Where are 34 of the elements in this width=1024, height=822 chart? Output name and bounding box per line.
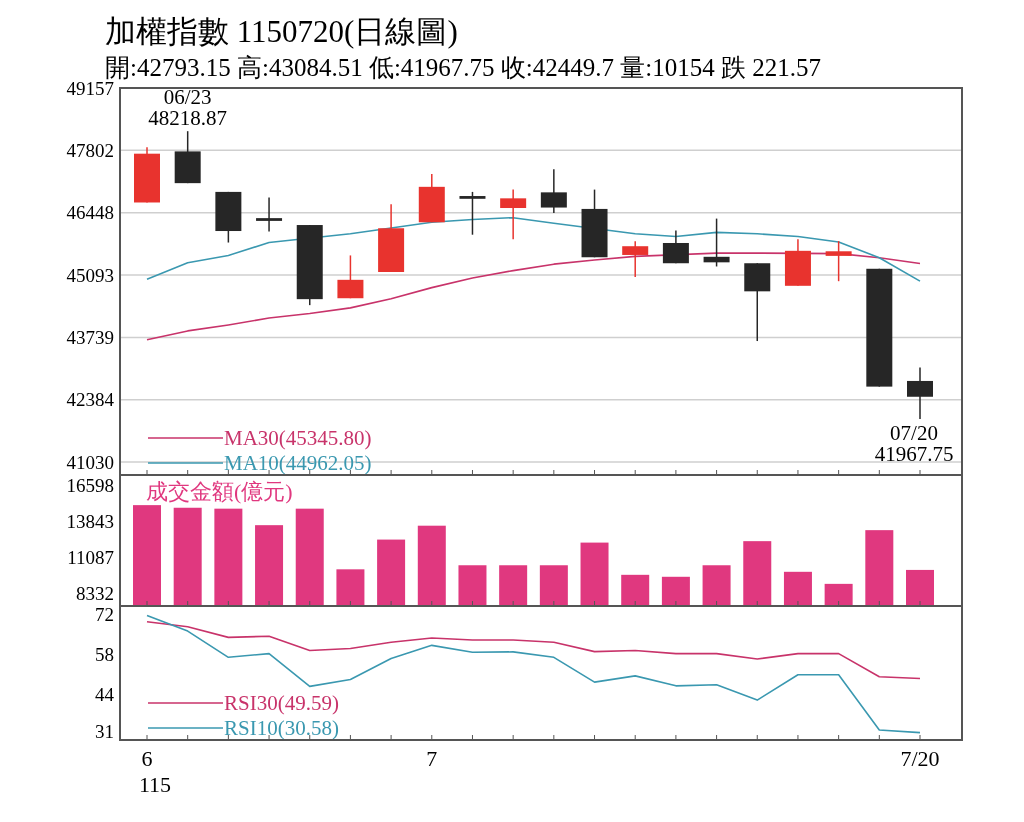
- y-tick-label: 31: [95, 721, 114, 743]
- y-tick-label: 72: [95, 604, 114, 626]
- candlestick: [703, 217, 730, 268]
- y-tick-label: 41030: [66, 451, 114, 473]
- y-tick-label: 8332: [76, 583, 114, 605]
- y-tick-label: 47802: [66, 140, 114, 162]
- y-tick-label: 16598: [66, 475, 114, 497]
- legend-label: MA30(45345.80): [224, 426, 372, 450]
- y-tick-label: 45093: [66, 264, 114, 286]
- candlestick: [825, 240, 852, 282]
- y-tick-label: 58: [95, 644, 114, 666]
- line-series: [146, 620, 921, 680]
- legend-label: RSI30(49.59): [224, 691, 339, 715]
- chart-title: 加權指數 1150720(日線圖): [105, 14, 458, 49]
- x-tick-label: 7: [426, 746, 438, 771]
- annotation: 06/23 48218.87: [148, 85, 228, 131]
- candlestick: [622, 240, 649, 278]
- x-tick-label: 6: [141, 746, 153, 771]
- line-series: [146, 252, 921, 341]
- candlestick: [459, 191, 486, 236]
- y-tick-label: 46448: [66, 202, 114, 224]
- line-series: [146, 216, 921, 282]
- y-tick-label: 42384: [66, 389, 115, 411]
- y-tick-label: 11087: [67, 547, 114, 569]
- y-tick-label: 43739: [66, 327, 114, 349]
- x-tick-label: 7/20: [900, 746, 940, 771]
- text: 115: [138, 772, 172, 797]
- legend-label: RSI10(30.58): [224, 716, 339, 740]
- annotation: 07/20 41967.75: [874, 420, 954, 466]
- chart-title: 成交金額(億元): [146, 479, 293, 504]
- y-tick-label: 13843: [66, 511, 114, 533]
- candlestick: [256, 196, 283, 233]
- text: MA10(44962.05): [224, 451, 372, 475]
- y-tick-label: 44: [95, 684, 115, 706]
